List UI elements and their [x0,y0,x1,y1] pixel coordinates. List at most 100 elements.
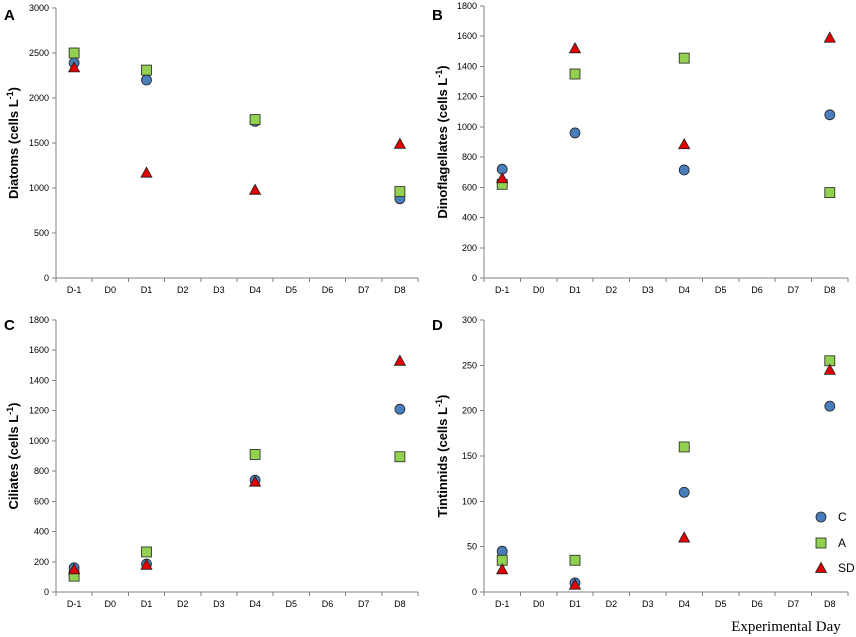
y-tick-label: 2500 [29,48,49,58]
x-tick-label: D0 [533,599,545,609]
y-tick-label: 600 [462,182,477,192]
y-tick-label: 1000 [29,183,49,193]
data-point-sd [823,363,836,375]
series-sd [496,363,836,590]
legend-marker-sd [814,561,828,573]
y-tick-label: 50 [467,542,477,552]
series-a [68,47,406,198]
x-tick-label: D6 [322,285,334,295]
y-tick-label: 0 [44,587,49,597]
x-tick-label: D1 [569,599,581,609]
y-tick-label: 0 [472,587,477,597]
x-tick-label: D1 [141,285,153,295]
x-tick-label: D7 [358,599,370,609]
y-tick-label: 1500 [29,138,49,148]
x-tick-label: D3 [642,285,654,295]
y-tick-label: 3000 [29,3,49,13]
x-tick-label: D3 [642,599,654,609]
legend: CA SD [814,510,855,575]
panel-letter: A [4,7,15,24]
data-point-sd [140,166,153,178]
data-point-a [824,187,836,199]
x-tick-label: D4 [678,599,690,609]
x-tick-label: D6 [751,599,763,609]
y-tick-label: 200 [34,557,49,567]
data-point-sd [248,475,262,487]
x-tick-label: D7 [788,285,800,295]
legend-label: C [838,510,847,524]
series-a [496,52,836,199]
series-sd [496,31,836,184]
x-tick-label: D4 [249,285,261,295]
x-tick-label: D6 [751,285,763,295]
legend-label: A [838,536,846,550]
y-tick-label: 1400 [457,61,477,71]
x-tick-label: D3 [213,599,225,609]
data-point-sd [67,563,81,575]
y-tick-label: 1200 [457,92,477,102]
data-point-sd [393,137,407,149]
x-tick-label: D0 [533,285,545,295]
data-point-sd [67,61,81,73]
panel-c: C 0 200 400 600 800 1000 1200 1400 1600 1800 D-1 D0 D… [4,315,419,609]
y-tick-label: 1000 [29,436,49,446]
x-tick-label: D-1 [67,285,82,295]
data-point-a [141,546,152,558]
data-point-sd [248,183,262,195]
panel-a: A 0 500 1000 1500 2000 2500 3000 D-1 D0 D1 D2 D3 D4 D5… [4,3,419,295]
data-point-a [68,47,80,59]
y-tick-label: 1600 [29,345,49,355]
data-point-a [394,186,406,198]
x-tick-label: D1 [141,599,153,609]
data-point-c [678,164,690,176]
x-tick-label: D2 [606,599,618,609]
x-tick-label: D0 [105,599,117,609]
data-point-sd [393,354,407,366]
y-tick-label: 1000 [457,122,477,132]
x-axis-title: Experimental Day [731,619,841,635]
y-tick-label: 0 [44,273,49,283]
series-c [496,109,836,176]
data-point-sd [568,41,582,54]
y-tick-label: 0 [472,273,477,283]
y-axis-label: Tintinnids (cells L-1) [434,395,450,518]
x-tick-label: D4 [249,599,261,609]
data-point-a [249,449,261,460]
data-point-c [824,400,836,412]
y-tick-label: 250 [462,360,477,370]
x-tick-label: D7 [358,285,370,295]
x-tick-label: D5 [286,599,298,609]
panel-b: B 0 200 400 600 800 1000 1200 1400 1600 1800 D-1 D0 D… [432,1,849,295]
y-tick-label: 1800 [29,315,49,325]
x-tick-label: D4 [678,285,690,295]
x-tick-label: D5 [715,599,727,609]
data-point-sd [823,31,836,43]
data-point-a [394,451,406,463]
y-tick-label: 1600 [457,31,477,41]
x-tick-label: D-1 [495,599,510,609]
series-c [496,400,836,589]
y-tick-label: 1200 [29,406,49,416]
y-tick-label: 200 [462,406,477,416]
series-sd [67,354,407,575]
panel-letter: D [432,317,443,334]
data-point-c [569,127,581,139]
x-tick-label: D2 [177,285,189,295]
data-point-c [824,109,836,121]
y-tick-label: 200 [462,243,477,253]
y-tick-label: 150 [462,451,477,461]
y-tick-label: 100 [462,496,477,506]
data-point-a [249,114,261,125]
x-tick-label: D5 [715,285,727,295]
x-tick-label: D-1 [67,599,82,609]
x-tick-label: D2 [606,285,618,295]
y-axis-label: Ciliates (cells L-1) [5,402,21,509]
x-tick-label: D8 [824,599,836,609]
y-axis-label: Dinoflagellates (cells L-1) [434,65,450,218]
data-point-sd [678,137,691,150]
data-point-a [569,554,581,566]
y-tick-label: 2000 [29,93,49,103]
data-point-c [141,74,152,86]
